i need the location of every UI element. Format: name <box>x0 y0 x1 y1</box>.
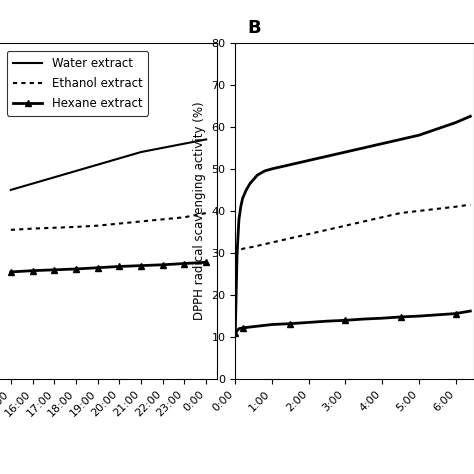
Hexane extract <box>51 267 57 273</box>
Water extract <box>30 181 36 186</box>
Hexane extract <box>73 266 79 272</box>
Text: B: B <box>247 19 261 37</box>
Hexane extract <box>95 265 100 271</box>
Ethanol extract <box>203 210 209 216</box>
Ethanol extract <box>160 217 165 222</box>
Hexane extract <box>160 262 165 268</box>
Ethanol extract <box>182 214 187 220</box>
Line: Hexane extract: Hexane extract <box>8 259 209 275</box>
Legend: Water extract, Ethanol extract, Hexane extract: Water extract, Ethanol extract, Hexane e… <box>7 51 148 116</box>
Water extract <box>138 149 144 155</box>
Hexane extract <box>8 269 14 275</box>
Y-axis label: DPPH radical scavenging activity (%): DPPH radical scavenging activity (%) <box>193 101 206 320</box>
Hexane extract <box>203 259 209 265</box>
Ethanol extract <box>8 227 14 233</box>
Ethanol extract <box>51 225 57 230</box>
Water extract <box>51 174 57 180</box>
Water extract <box>160 145 165 151</box>
Hexane extract <box>182 261 187 266</box>
Line: Water extract: Water extract <box>11 139 206 190</box>
Hexane extract <box>30 268 36 273</box>
Hexane extract <box>117 264 122 269</box>
Water extract <box>95 162 100 167</box>
Water extract <box>203 137 209 142</box>
Water extract <box>73 168 79 174</box>
Ethanol extract <box>30 226 36 231</box>
Water extract <box>182 141 187 146</box>
Ethanol extract <box>117 221 122 227</box>
Water extract <box>8 187 14 193</box>
Line: Ethanol extract: Ethanol extract <box>11 213 206 230</box>
Ethanol extract <box>73 224 79 230</box>
Hexane extract <box>138 263 144 268</box>
Water extract <box>117 155 122 161</box>
Ethanol extract <box>138 219 144 224</box>
Ethanol extract <box>95 223 100 228</box>
